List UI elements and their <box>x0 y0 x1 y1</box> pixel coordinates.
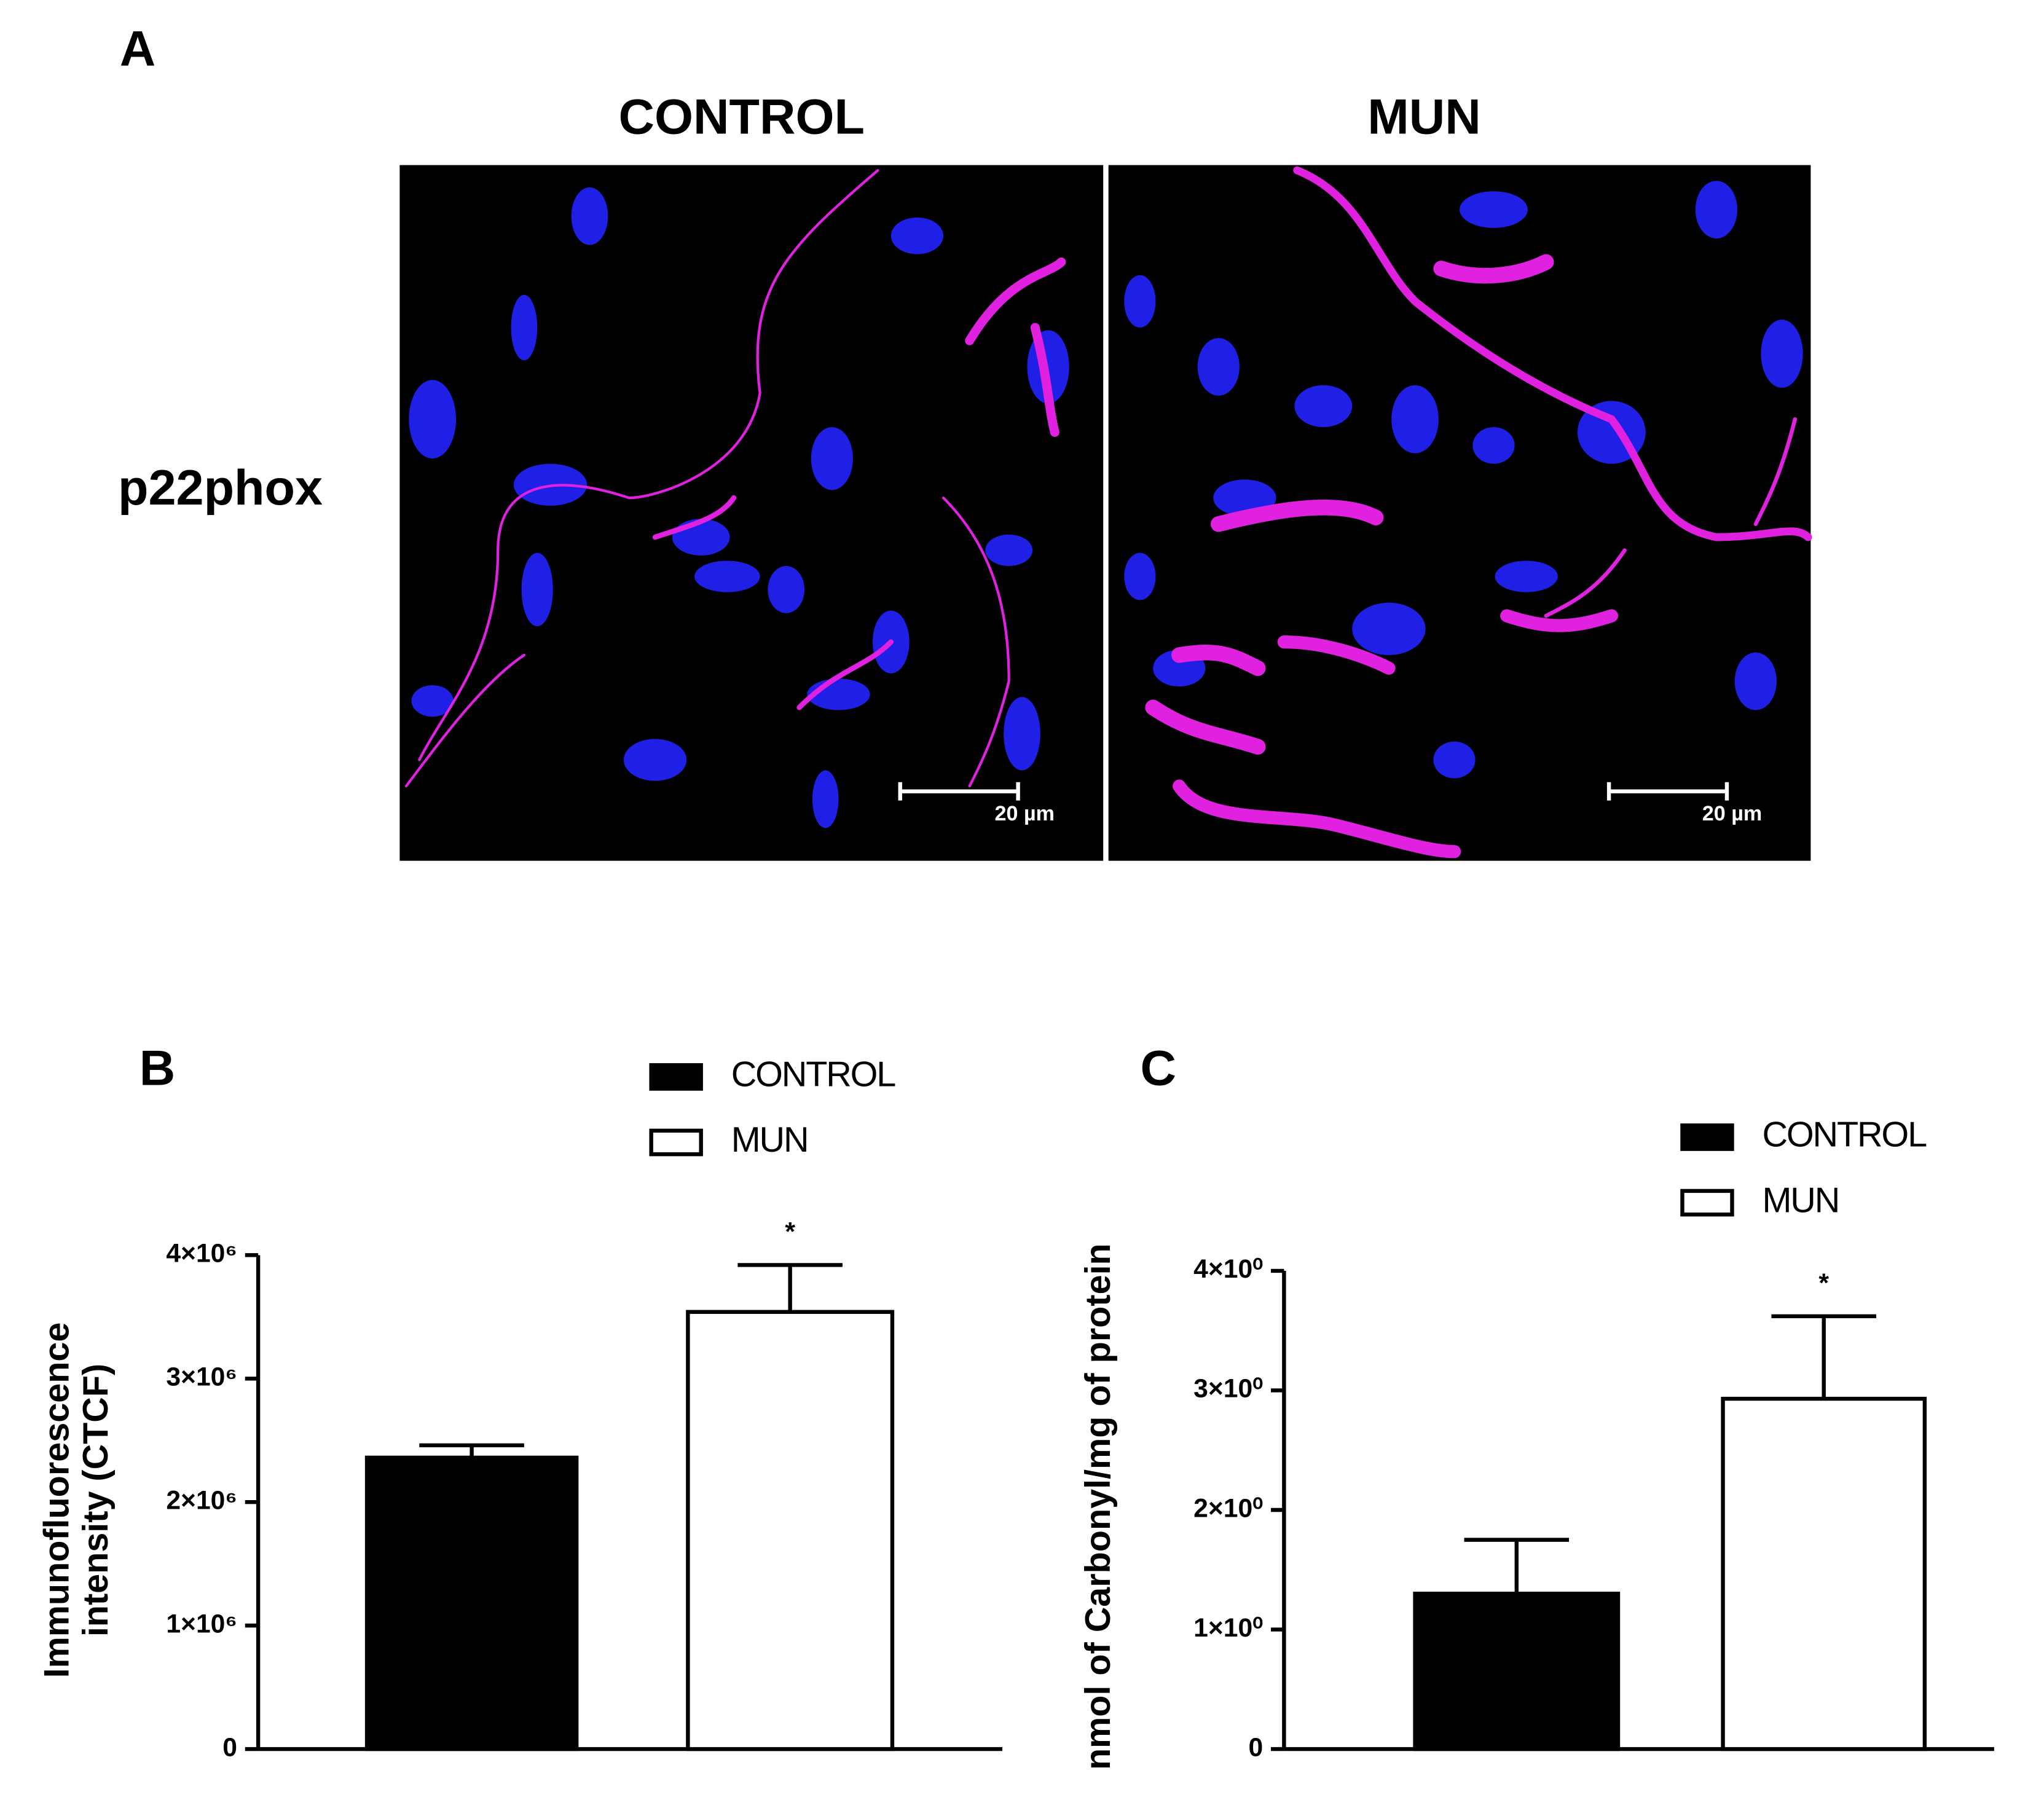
legend-swatch <box>649 1063 703 1091</box>
stained-fiber <box>1173 779 1461 859</box>
image-panel <box>399 165 1104 861</box>
nucleus <box>1460 191 1528 228</box>
nucleus <box>571 187 608 245</box>
nucleus <box>890 217 944 254</box>
nucleus <box>1004 697 1040 771</box>
y-tick-label: 0 <box>222 1732 237 1762</box>
panel-label: B <box>140 1040 175 1096</box>
stained-fiber <box>1277 609 1619 675</box>
legend-label: CONTROL <box>731 1055 896 1095</box>
panel-label: C <box>1140 1040 1176 1096</box>
nucleus <box>511 294 538 361</box>
stained-fiber <box>1293 166 1812 541</box>
stained-fiber <box>965 257 1066 437</box>
micrograph <box>399 165 1812 861</box>
y-axis-label: nmol of Carbonyl/mg of protein <box>1079 1243 1118 1770</box>
y-tick-label: 2×10⁶ <box>166 1485 237 1515</box>
legend-label: CONTROL <box>1763 1115 1927 1155</box>
nucleus <box>1734 652 1777 710</box>
stained-fiber <box>404 653 526 788</box>
bar <box>686 1310 895 1751</box>
nucleus <box>1472 426 1515 464</box>
nucleus <box>1391 385 1439 454</box>
y-tick-label: 3×10⁶ <box>166 1362 237 1392</box>
y-axis-label: Immunofluorescence <box>37 1323 76 1678</box>
nucleus <box>694 560 760 592</box>
nucleus <box>1761 320 1803 388</box>
stained-fiber <box>941 496 1010 788</box>
stained-fiber <box>1210 254 1554 532</box>
nucleus <box>1433 741 1476 779</box>
y-tick-label: 3×10⁰ <box>1193 1374 1263 1404</box>
bar <box>364 1455 579 1751</box>
nucleus <box>1352 602 1426 655</box>
panel-label: A <box>120 22 155 77</box>
legend-label: MUN <box>731 1120 808 1160</box>
legend-swatch <box>649 1128 703 1157</box>
nucleus <box>411 685 454 717</box>
stained-fiber <box>418 169 879 761</box>
nucleus <box>1495 560 1558 592</box>
nucleus <box>623 739 687 781</box>
y-axis-label: intensity (CTCF) <box>76 1364 116 1637</box>
nucleus <box>811 426 853 490</box>
column-label: CONTROL <box>619 90 865 145</box>
legend-swatch <box>1680 1189 1734 1217</box>
scale-bar-label: 20 µm <box>1702 802 1762 825</box>
nucleus <box>1124 275 1156 328</box>
column-label: MUN <box>1367 90 1480 145</box>
scale-bar-label: 20 µm <box>995 802 1055 825</box>
legend-label: MUN <box>1763 1181 1839 1220</box>
y-tick-label: 1×10⁰ <box>1193 1613 1263 1643</box>
nucleus <box>1197 338 1240 396</box>
nucleus <box>768 565 805 613</box>
nucleus <box>985 534 1033 566</box>
stained-fiber <box>652 495 894 710</box>
bar <box>1413 1591 1621 1751</box>
y-tick-label: 2×10⁰ <box>1193 1493 1263 1523</box>
y-tick-label: 0 <box>1249 1732 1264 1762</box>
significance-mark: * <box>785 1217 795 1247</box>
y-tick-label: 4×10⁰ <box>1193 1254 1263 1284</box>
nucleus <box>1294 385 1353 427</box>
nucleus <box>1695 181 1738 239</box>
nucleus <box>1124 552 1156 600</box>
nucleus <box>672 519 730 556</box>
significance-mark: * <box>1818 1268 1829 1298</box>
nucleus <box>521 552 553 627</box>
y-tick-label: 4×10⁶ <box>166 1239 237 1268</box>
legend-swatch <box>1680 1123 1734 1151</box>
stained-fiber <box>1544 417 1798 618</box>
stained-fiber <box>1145 644 1266 755</box>
nucleus <box>409 380 457 459</box>
nucleus <box>812 770 839 828</box>
bar <box>1721 1396 1927 1751</box>
row-label: p22phox <box>118 460 323 516</box>
y-tick-label: 1×10⁶ <box>166 1609 237 1638</box>
